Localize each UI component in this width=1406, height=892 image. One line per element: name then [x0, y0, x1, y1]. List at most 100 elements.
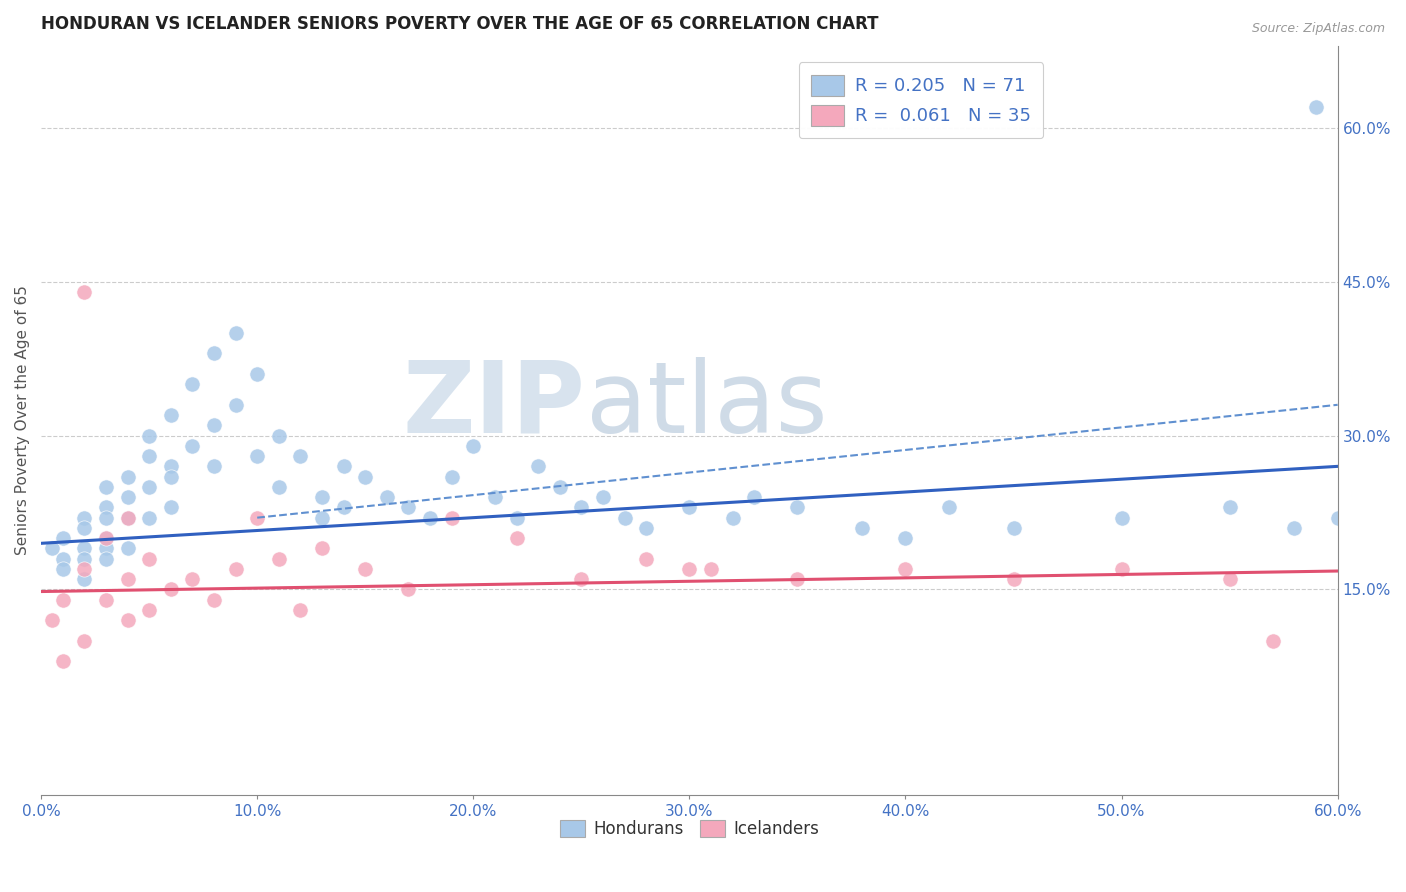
Point [52, 551, 75, 566]
Point [52, 562, 75, 576]
Point [117, 510, 139, 524]
Text: HONDURAN VS ICELANDER SENIORS POVERTY OVER THE AGE OF 65 CORRELATION CHART: HONDURAN VS ICELANDER SENIORS POVERTY OV… [41, 15, 879, 33]
Point [1219, 572, 1241, 586]
Point [894, 562, 917, 576]
Point [73, 633, 96, 648]
Point [246, 510, 269, 524]
Point [1111, 510, 1133, 524]
Point [225, 326, 247, 340]
Point [94, 551, 117, 566]
Point [311, 541, 333, 556]
Point [138, 603, 160, 617]
Point [73, 521, 96, 535]
Point [375, 490, 398, 504]
Point [117, 469, 139, 483]
Point [1002, 572, 1025, 586]
Point [73, 562, 96, 576]
Point [225, 562, 247, 576]
Point [267, 551, 290, 566]
Point [742, 490, 765, 504]
Text: ZIP: ZIP [402, 357, 586, 454]
Point [786, 500, 808, 515]
Point [181, 572, 204, 586]
Text: atlas: atlas [586, 357, 827, 454]
Point [894, 531, 917, 545]
Point [1284, 521, 1306, 535]
Point [505, 531, 527, 545]
Point [678, 500, 700, 515]
Point [440, 510, 463, 524]
Point [463, 439, 485, 453]
Point [938, 500, 960, 515]
Point [138, 449, 160, 463]
Point [484, 490, 506, 504]
Point [592, 490, 614, 504]
Point [181, 377, 204, 392]
Point [117, 490, 139, 504]
Point [117, 510, 139, 524]
Point [41, 613, 63, 627]
Point [290, 603, 312, 617]
Point [202, 418, 225, 433]
Point [398, 582, 420, 597]
Point [202, 592, 225, 607]
Point [94, 541, 117, 556]
Point [202, 459, 225, 474]
Point [94, 592, 117, 607]
Point [73, 510, 96, 524]
Point [52, 531, 75, 545]
Point [1111, 562, 1133, 576]
Point [138, 551, 160, 566]
Point [52, 592, 75, 607]
Point [267, 428, 290, 442]
Point [94, 510, 117, 524]
Point [159, 500, 181, 515]
Legend: Hondurans, Icelanders: Hondurans, Icelanders [551, 812, 828, 847]
Point [851, 521, 873, 535]
Y-axis label: Seniors Poverty Over the Age of 65: Seniors Poverty Over the Age of 65 [15, 285, 30, 555]
Point [613, 510, 636, 524]
Point [41, 541, 63, 556]
Point [181, 439, 204, 453]
Point [636, 551, 658, 566]
Point [159, 459, 181, 474]
Point [94, 500, 117, 515]
Point [1219, 500, 1241, 515]
Point [159, 582, 181, 597]
Point [700, 562, 723, 576]
Point [117, 572, 139, 586]
Point [636, 521, 658, 535]
Point [202, 346, 225, 360]
Point [440, 469, 463, 483]
Point [398, 500, 420, 515]
Point [1261, 633, 1284, 648]
Point [267, 480, 290, 494]
Point [311, 510, 333, 524]
Point [117, 613, 139, 627]
Point [159, 408, 181, 422]
Point [1002, 521, 1025, 535]
Point [73, 541, 96, 556]
Point [225, 398, 247, 412]
Point [52, 654, 75, 668]
Point [527, 459, 550, 474]
Point [246, 449, 269, 463]
Point [354, 469, 377, 483]
Point [73, 551, 96, 566]
Point [290, 449, 312, 463]
Point [311, 490, 333, 504]
Point [138, 480, 160, 494]
Point [138, 428, 160, 442]
Point [354, 562, 377, 576]
Text: Source: ZipAtlas.com: Source: ZipAtlas.com [1251, 22, 1385, 36]
Point [332, 459, 354, 474]
Point [569, 572, 592, 586]
Point [505, 510, 527, 524]
Point [94, 531, 117, 545]
Point [94, 531, 117, 545]
Point [1326, 510, 1348, 524]
Point [569, 500, 592, 515]
Point [548, 480, 571, 494]
Point [73, 285, 96, 299]
Point [94, 480, 117, 494]
